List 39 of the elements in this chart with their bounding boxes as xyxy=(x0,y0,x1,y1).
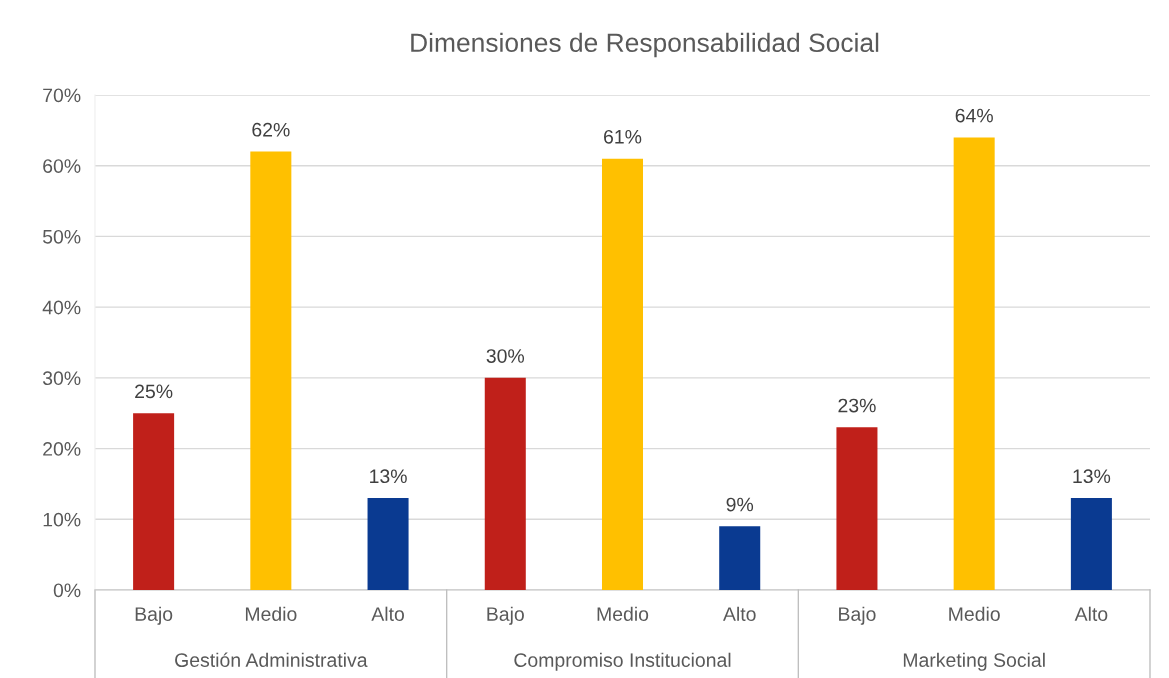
bar xyxy=(719,526,761,590)
text: Bajo xyxy=(487,606,524,625)
text: Alto xyxy=(1074,606,1108,621)
bar xyxy=(953,137,995,590)
text: Medio xyxy=(949,606,1000,621)
data-label: 9% xyxy=(726,497,754,512)
y-tick-label: 60% xyxy=(43,159,81,173)
data-label: 62% xyxy=(252,122,290,137)
data-label: 64% xyxy=(955,108,993,123)
bar xyxy=(836,427,878,590)
y-tick-label: 30% xyxy=(42,371,81,386)
chart-title: Dimensiones de Responsabilidad Social xyxy=(411,32,879,58)
data-label: 13% xyxy=(370,469,407,484)
bar xyxy=(133,413,175,590)
x-tick-label: Marketing Social xyxy=(903,652,1045,671)
text: Bajo xyxy=(839,606,876,625)
text: Medio xyxy=(597,606,649,621)
x-tick-label: Compromiso Institucional xyxy=(514,652,731,671)
bar xyxy=(250,151,292,590)
series-label: Bajo xyxy=(135,606,173,625)
series-label: Medio xyxy=(245,606,297,621)
text: Alto xyxy=(723,606,756,621)
data-label: 23% xyxy=(838,398,876,413)
bar xyxy=(484,377,526,590)
bar xyxy=(367,498,409,590)
y-tick-label: 20% xyxy=(43,442,81,456)
data-label: 25% xyxy=(135,384,173,399)
y-tick-label: 70% xyxy=(43,88,81,103)
series-label: Alto xyxy=(371,606,404,621)
y-tick-label: 40% xyxy=(42,300,81,315)
bar xyxy=(1070,498,1112,590)
data-label: 61% xyxy=(604,129,642,144)
y-tick-label: 10% xyxy=(43,512,81,527)
y-tick-label: 50% xyxy=(42,229,81,244)
x-tick-label: Gestión Administrativa xyxy=(175,652,368,667)
data-label: 30% xyxy=(486,349,525,363)
y-tick-label: 0% xyxy=(53,583,81,598)
data-label: 13% xyxy=(1073,469,1111,484)
bar xyxy=(601,158,644,590)
